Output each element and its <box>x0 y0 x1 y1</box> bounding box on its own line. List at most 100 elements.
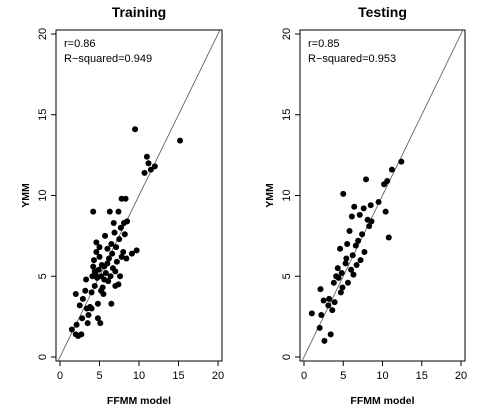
data-point <box>83 276 90 283</box>
data-point <box>133 247 140 254</box>
data-point <box>338 270 345 277</box>
data-point <box>361 249 368 256</box>
correlation-annotation: r=0.85 <box>308 38 340 50</box>
x-tick-label: 20 <box>212 370 224 382</box>
data-point <box>343 255 350 262</box>
data-point <box>90 263 97 270</box>
data-point <box>112 268 119 275</box>
data-point <box>350 271 357 278</box>
x-tick-label: 15 <box>416 370 428 382</box>
data-point <box>340 190 347 197</box>
chart-title: Testing <box>358 4 407 20</box>
data-point <box>360 205 367 212</box>
data-point <box>388 166 395 173</box>
data-point <box>88 305 95 312</box>
y-axis-label: YMM <box>264 183 276 208</box>
data-point <box>106 208 113 215</box>
data-point <box>359 231 366 238</box>
data-point <box>367 202 374 209</box>
x-tick-label: 20 <box>455 370 467 382</box>
data-point <box>363 176 370 183</box>
data-point <box>117 273 124 280</box>
data-point <box>105 278 112 285</box>
data-point <box>385 234 392 241</box>
data-point <box>96 244 103 251</box>
data-point <box>110 219 117 226</box>
testing-panel: Testing 0 5 10 15 20 0 5 10 15 20 FFMM model YMM r=0.… <box>264 4 467 407</box>
data-point <box>93 239 100 246</box>
data-point <box>113 258 120 265</box>
data-point <box>375 198 382 205</box>
data-point <box>398 158 405 165</box>
data-point <box>351 203 358 210</box>
y-tick-label: 15 <box>37 109 49 121</box>
data-point <box>357 257 364 264</box>
y-tick-label: 15 <box>281 109 293 121</box>
data-point <box>108 300 115 307</box>
data-point <box>72 291 79 298</box>
data-point <box>352 242 359 249</box>
data-point <box>353 261 360 268</box>
data-point <box>78 331 85 338</box>
x-axis-label: FFMM model <box>107 395 171 407</box>
data-point <box>88 289 95 296</box>
data-point <box>128 250 135 257</box>
data-point <box>117 224 124 231</box>
x-tick-label: 10 <box>376 370 388 382</box>
data-point <box>132 126 139 133</box>
data-point <box>308 310 315 317</box>
data-point <box>325 302 332 309</box>
data-point <box>344 240 351 247</box>
data-point <box>177 137 184 144</box>
y-tick-label: 5 <box>281 273 293 279</box>
data-point <box>335 274 342 281</box>
data-point <box>355 237 362 244</box>
data-point <box>102 270 109 277</box>
data-point <box>109 250 116 257</box>
x-tick-label: 15 <box>172 370 184 382</box>
x-tick-label: 0 <box>301 370 307 382</box>
data-point <box>111 229 118 236</box>
x-tick-label: 10 <box>133 370 145 382</box>
data-point <box>104 245 111 252</box>
data-point <box>337 245 344 252</box>
data-point <box>151 163 158 170</box>
chart-title: Training <box>112 4 166 20</box>
y-tick-label: 5 <box>37 273 49 279</box>
data-point <box>115 208 122 215</box>
data-point <box>145 160 152 167</box>
data-point <box>79 295 86 302</box>
data-point <box>116 236 123 243</box>
data-point <box>366 223 373 230</box>
r-squared-annotation: R−squared=0.953 <box>308 53 396 65</box>
data-point <box>97 320 104 327</box>
data-point <box>337 289 344 296</box>
data-point <box>76 302 83 309</box>
data-point <box>113 244 120 251</box>
data-point <box>368 218 375 225</box>
data-point <box>120 249 127 256</box>
data-point <box>384 177 391 184</box>
data-point <box>317 286 324 293</box>
data-point <box>342 260 349 267</box>
data-point <box>318 312 325 319</box>
data-point <box>348 213 355 220</box>
data-point <box>349 252 356 259</box>
r-squared-annotation: R−squared=0.949 <box>64 53 152 65</box>
data-point <box>96 253 103 260</box>
data-point <box>331 299 338 306</box>
data-point <box>94 315 101 322</box>
correlation-annotation: r=0.86 <box>64 38 96 50</box>
x-axis-label: FFMM model <box>350 395 414 407</box>
data-point <box>93 249 100 256</box>
data-point <box>84 320 91 327</box>
y-tick-label: 20 <box>37 28 49 40</box>
data-point <box>108 240 115 247</box>
y-tick-label: 20 <box>281 28 293 40</box>
reference-line <box>301 30 464 361</box>
data-point <box>123 255 130 262</box>
data-point <box>382 208 389 215</box>
data-point <box>124 218 131 225</box>
data-point <box>321 337 328 344</box>
data-point <box>94 300 101 307</box>
